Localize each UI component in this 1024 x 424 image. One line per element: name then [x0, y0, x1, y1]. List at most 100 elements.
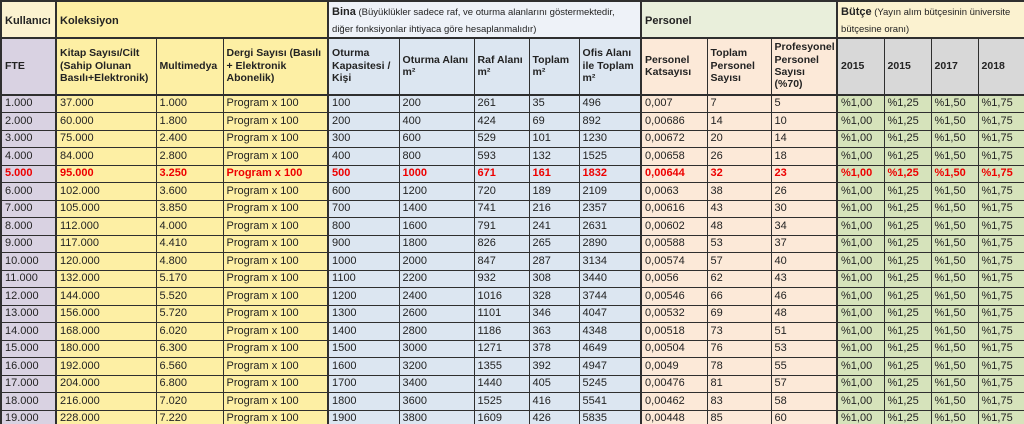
table-row: 14.000 168.000 6.020 Program x 100 1400 2800 1… [0, 322, 1024, 341]
cell-oturma_kapasitesi: 1100 [327, 269, 400, 289]
cell-toplam_personel: 83 [706, 392, 772, 411]
cell-personel_katsayisi: 0,00462 [640, 392, 708, 411]
col-header-multimedya: Multimedya [155, 37, 224, 96]
cell-ofis_toplam: 5245 [578, 374, 642, 394]
cell-toplam_personel: 26 [706, 147, 772, 166]
table-row: 3.000 75.000 2.400 Program x 100 300 600 529 10… [0, 129, 1024, 149]
cell-oturma_alani: 400 [398, 112, 475, 131]
cell-toplam_m2: 426 [528, 409, 580, 424]
table-row: 7.000 105.000 3.850 Program x 100 700 1400 741… [0, 199, 1024, 219]
cell-butce_2018: %1,75 [977, 252, 1024, 271]
cell-butce_2018: %1,75 [977, 94, 1024, 114]
cell-dergi_sayisi: Program x 100 [222, 147, 329, 166]
cell-butce_2015a: %1,00 [836, 374, 885, 394]
cell-oturma_kapasitesi: 1400 [327, 322, 400, 341]
cell-toplam_personel: 85 [706, 409, 772, 424]
col-header-profesyonel_personel: Profesyonel Personel Sayısı (%70) [770, 37, 838, 96]
cell-butce_2018: %1,75 [977, 392, 1024, 411]
cell-butce_2015a: %1,00 [836, 217, 885, 236]
cell-profesyonel_personel: 58 [770, 392, 838, 411]
cell-personel_katsayisi: 0,007 [640, 94, 708, 114]
cell-toplam_personel: 48 [706, 217, 772, 236]
cell-personel_katsayisi: 0,0056 [640, 269, 708, 289]
cell-kitap_sayisi: 144.000 [55, 287, 157, 306]
table-body: 1.000 37.000 1.000 Program x 100 100 200 261 35… [0, 94, 1024, 424]
cell-butce_2017: %1,50 [930, 269, 979, 289]
cell-oturma_kapasitesi: 1800 [327, 392, 400, 411]
cell-profesyonel_personel: 60 [770, 409, 838, 424]
group-header-kullanici: Kullanıcı [0, 0, 57, 39]
cell-kitap_sayisi: 60.000 [55, 112, 157, 131]
cell-butce_2015a: %1,00 [836, 147, 885, 166]
cell-oturma_alani: 2800 [398, 322, 475, 341]
cell-butce_2015a: %1,00 [836, 304, 885, 324]
cell-oturma_kapasitesi: 500 [327, 164, 400, 184]
cell-dergi_sayisi: Program x 100 [222, 217, 329, 236]
col-header-raf_alani: Raf Alanı m² [473, 37, 530, 96]
cell-raf_alani: 720 [473, 182, 530, 201]
cell-toplam_personel: 57 [706, 252, 772, 271]
cell-oturma_alani: 600 [398, 129, 475, 149]
cell-oturma_alani: 1200 [398, 182, 475, 201]
cell-toplam_m2: 392 [528, 357, 580, 376]
cell-personel_katsayisi: 0,00574 [640, 252, 708, 271]
cell-fte: 13.000 [0, 304, 57, 324]
cell-butce_2015a: %1,00 [836, 287, 885, 306]
cell-personel_katsayisi: 0,0063 [640, 182, 708, 201]
cell-toplam_m2: 69 [528, 112, 580, 131]
cell-dergi_sayisi: Program x 100 [222, 129, 329, 149]
cell-profesyonel_personel: 5 [770, 94, 838, 114]
cell-toplam_personel: 66 [706, 287, 772, 306]
cell-oturma_kapasitesi: 400 [327, 147, 400, 166]
table-header: Kullanıcı Koleksiyon Bina (Büyüklükler sad… [0, 0, 1024, 96]
cell-toplam_personel: 53 [706, 234, 772, 254]
table-row: 13.000 156.000 5.720 Program x 100 1300 2600 1… [0, 304, 1024, 324]
cell-ofis_toplam: 2109 [578, 182, 642, 201]
cell-oturma_alani: 2000 [398, 252, 475, 271]
cell-toplam_personel: 73 [706, 322, 772, 341]
table-row: 4.000 84.000 2.800 Program x 100 400 800 593 13… [0, 147, 1024, 166]
cell-toplam_m2: 346 [528, 304, 580, 324]
cell-raf_alani: 261 [473, 94, 530, 114]
cell-butce_2017: %1,50 [930, 164, 979, 184]
cell-toplam_m2: 308 [528, 269, 580, 289]
cell-butce_2015a: %1,00 [836, 392, 885, 411]
cell-profesyonel_personel: 23 [770, 164, 838, 184]
cell-raf_alani: 791 [473, 217, 530, 236]
cell-fte: 5.000 [0, 164, 57, 184]
cell-ofis_toplam: 4348 [578, 322, 642, 341]
cell-toplam_m2: 265 [528, 234, 580, 254]
cell-oturma_kapasitesi: 900 [327, 234, 400, 254]
cell-oturma_kapasitesi: 1900 [327, 409, 400, 424]
group-label: Bütçe [841, 6, 872, 18]
cell-oturma_kapasitesi: 200 [327, 112, 400, 131]
cell-dergi_sayisi: Program x 100 [222, 392, 329, 411]
cell-butce_2015a: %1,00 [836, 322, 885, 341]
cell-ofis_toplam: 1525 [578, 147, 642, 166]
group-header-bina: Bina (Büyüklükler sadece raf, ve oturma … [327, 0, 642, 39]
group-label: Bina [332, 6, 356, 18]
cell-toplam_m2: 35 [528, 94, 580, 114]
cell-ofis_toplam: 5541 [578, 392, 642, 411]
cell-dergi_sayisi: Program x 100 [222, 94, 329, 114]
cell-butce_2017: %1,50 [930, 409, 979, 424]
cell-personel_katsayisi: 0,00686 [640, 112, 708, 131]
col-header-dergi_sayisi: Dergi Sayısı (Basılı + Elektronik Abonel… [222, 37, 329, 96]
cell-profesyonel_personel: 26 [770, 182, 838, 201]
col-header-personel_katsayisi: Personel Katsayısı [640, 37, 708, 96]
cell-profesyonel_personel: 34 [770, 217, 838, 236]
highlighted-row: 5.000 95.000 3.250 Program x 100 500 1000 671 1… [0, 164, 1024, 184]
cell-toplam_personel: 20 [706, 129, 772, 149]
cell-profesyonel_personel: 14 [770, 129, 838, 149]
cell-butce_2015b: %1,25 [883, 129, 932, 149]
cell-oturma_kapasitesi: 1200 [327, 287, 400, 306]
cell-ofis_toplam: 4649 [578, 339, 642, 359]
cell-dergi_sayisi: Program x 100 [222, 164, 329, 184]
col-header-kitap_sayisi: Kitap Sayısı/Cilt (Sahip Olunan Basılı+E… [55, 37, 157, 96]
cell-multimedya: 5.720 [155, 304, 224, 324]
cell-personel_katsayisi: 0,00658 [640, 147, 708, 166]
cell-dergi_sayisi: Program x 100 [222, 339, 329, 359]
cell-oturma_kapasitesi: 1600 [327, 357, 400, 376]
cell-butce_2017: %1,50 [930, 129, 979, 149]
